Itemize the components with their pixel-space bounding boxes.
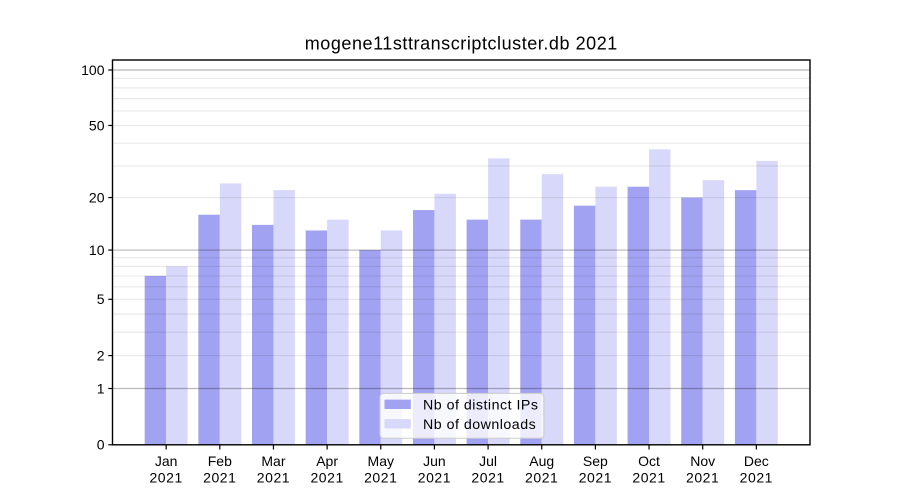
- svg-text:2021: 2021: [149, 470, 182, 486]
- svg-text:20: 20: [89, 189, 105, 205]
- svg-text:2021: 2021: [471, 470, 504, 486]
- svg-text:2021: 2021: [632, 470, 665, 486]
- svg-text:Nb of downloads: Nb of downloads: [423, 417, 536, 433]
- svg-text:Aug: Aug: [529, 453, 554, 469]
- svg-text:10: 10: [89, 242, 105, 258]
- svg-text:2021: 2021: [579, 470, 612, 486]
- svg-text:2021: 2021: [364, 470, 397, 486]
- svg-text:Jan: Jan: [155, 453, 178, 469]
- svg-text:Nb of distinct IPs: Nb of distinct IPs: [423, 397, 538, 413]
- svg-text:0: 0: [97, 437, 105, 453]
- svg-text:Sep: Sep: [583, 453, 608, 469]
- svg-text:2021: 2021: [686, 470, 719, 486]
- svg-text:Dec: Dec: [744, 453, 769, 469]
- svg-text:1: 1: [97, 380, 105, 396]
- svg-text:2021: 2021: [310, 470, 343, 486]
- svg-text:Jul: Jul: [479, 453, 497, 469]
- svg-text:2021: 2021: [203, 470, 236, 486]
- svg-text:Jun: Jun: [423, 453, 446, 469]
- svg-text:50: 50: [89, 117, 105, 133]
- svg-text:2021: 2021: [525, 470, 558, 486]
- svg-text:mogene11sttranscriptcluster.db: mogene11sttranscriptcluster.db 2021: [305, 34, 618, 54]
- svg-text:5: 5: [97, 291, 105, 307]
- svg-text:2021: 2021: [740, 470, 773, 486]
- svg-text:100: 100: [81, 62, 105, 78]
- svg-text:Feb: Feb: [208, 453, 232, 469]
- svg-text:2021: 2021: [418, 470, 451, 486]
- svg-text:2021: 2021: [257, 470, 290, 486]
- svg-text:Mar: Mar: [261, 453, 285, 469]
- svg-text:Nov: Nov: [690, 453, 715, 469]
- svg-text:Apr: Apr: [316, 453, 338, 469]
- svg-text:May: May: [368, 453, 394, 469]
- svg-text:Oct: Oct: [638, 453, 660, 469]
- svg-text:2: 2: [97, 347, 105, 363]
